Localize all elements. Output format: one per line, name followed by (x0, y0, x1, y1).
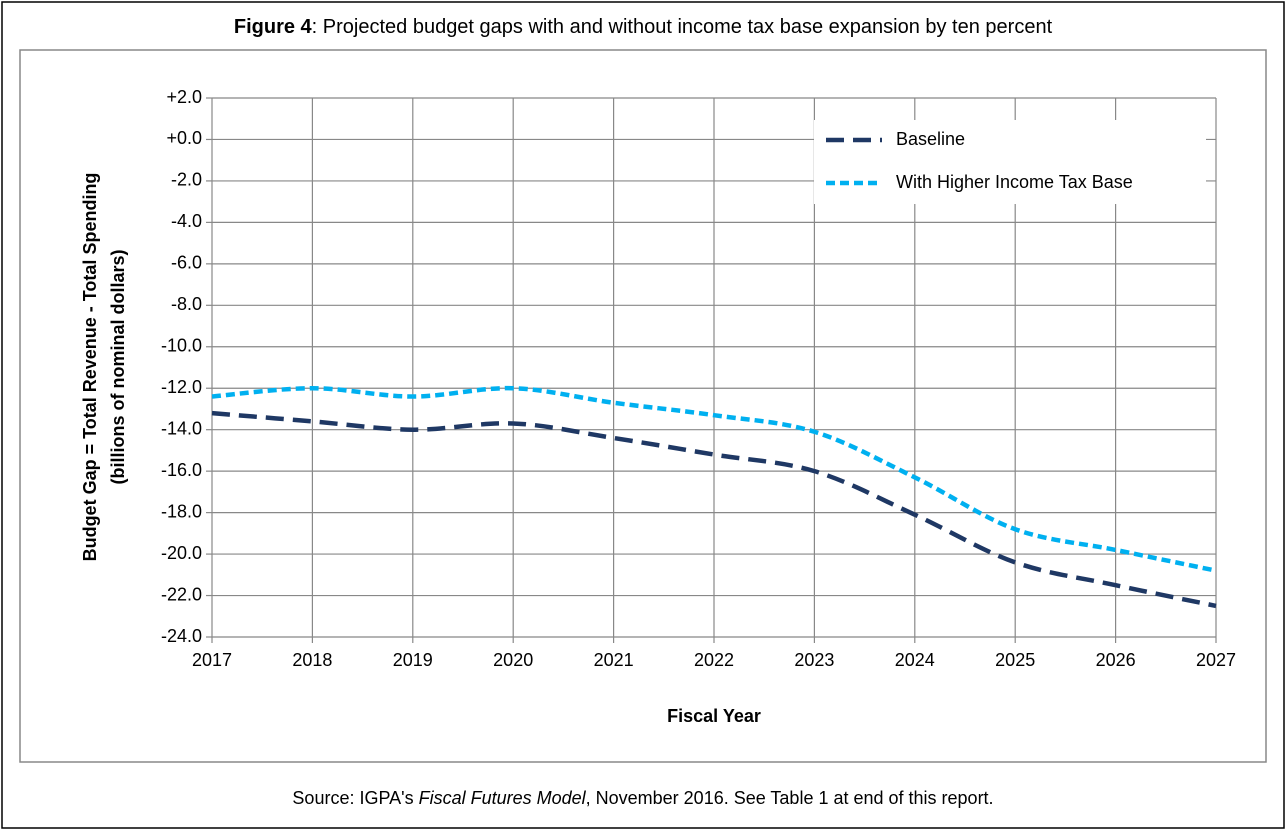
y-tick-label: +2.0 (166, 87, 202, 107)
x-tick-label: 2021 (594, 650, 634, 670)
x-tick-label: 2025 (995, 650, 1035, 670)
x-tick-label: 2020 (493, 650, 533, 670)
x-tick-label: 2023 (794, 650, 834, 670)
title-prefix: Figure 4 (234, 16, 313, 38)
source-model: Fiscal Futures Model (419, 788, 587, 808)
x-tick-label: 2017 (192, 650, 232, 670)
series-line (211, 385, 1217, 573)
title-text: : Projected budget gaps with and without… (312, 16, 1053, 38)
y-tick-label: -10.0 (161, 336, 202, 356)
source-text: , November 2016. See Table 1 at end of t… (586, 788, 994, 808)
y-axis-subtitle: (billions of nominal dollars) (108, 249, 128, 484)
y-tick-label: -20.0 (161, 543, 202, 563)
y-tick-label: -14.0 (161, 418, 202, 438)
x-tick-label: 2027 (1196, 650, 1236, 670)
y-tick-label: -12.0 (161, 377, 202, 397)
y-tick-label: -16.0 (161, 460, 202, 480)
legend-label: With Higher Income Tax Base (896, 172, 1133, 192)
x-tick-label: 2019 (393, 650, 433, 670)
x-tick-label: 2022 (694, 650, 734, 670)
x-tick-label: 2026 (1096, 650, 1136, 670)
x-tick-label: 2024 (895, 650, 935, 670)
y-axis-title: Budget Gap = Total Revenue - Total Spend… (80, 173, 100, 562)
y-tick-label: -18.0 (161, 501, 202, 521)
y-tick-label: -24.0 (161, 626, 202, 646)
legend-box (814, 120, 1206, 204)
y-tick-label: -22.0 (161, 584, 202, 604)
source-note: Source: IGPA's Fiscal Futures Model, Nov… (292, 788, 993, 808)
y-tick-label: -6.0 (171, 253, 202, 273)
y-tick-label: -4.0 (171, 211, 202, 231)
y-tick-label: -2.0 (171, 170, 202, 190)
source-text: Source: IGPA's (292, 788, 418, 808)
y-tick-label: +0.0 (166, 128, 202, 148)
x-axis-title: Fiscal Year (667, 706, 761, 726)
y-tick-label: -8.0 (171, 294, 202, 314)
plot: +2.0 +0.0 -2.0 -4.0 -6.0 -8.0 -10.0 -12.0 -14.0 -… (161, 87, 1236, 670)
series-line (211, 410, 1217, 609)
figure-title: Figure 4: Projected budget gaps with and… (234, 16, 1053, 38)
legend-label: Baseline (896, 129, 965, 149)
x-tick-label: 2018 (292, 650, 332, 670)
